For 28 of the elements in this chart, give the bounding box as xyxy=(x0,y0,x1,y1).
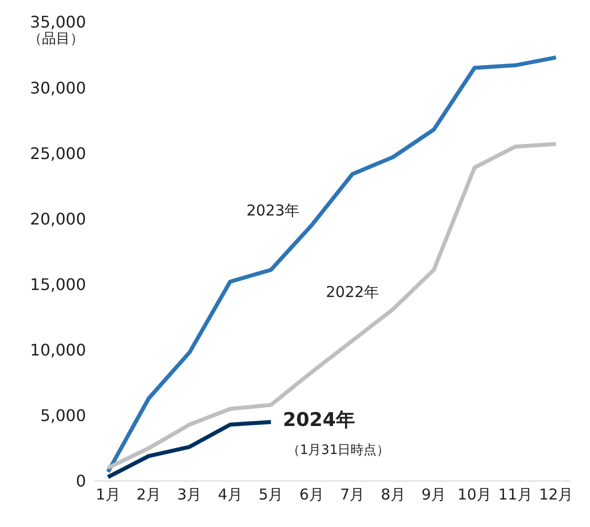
y-tick-label: 0 xyxy=(76,472,86,491)
y-tick-label: 35,000 xyxy=(30,12,86,32)
annotation: （1月31日時点） xyxy=(286,442,390,458)
series-label: 2022年 xyxy=(326,283,380,302)
x-tick-label: 3月 xyxy=(177,486,202,504)
y-tick-label: 15,000 xyxy=(30,274,86,294)
y-tick-label: 20,000 xyxy=(30,209,86,228)
series-label: 2023年 xyxy=(246,201,300,220)
x-tick-label: 1月 xyxy=(96,486,120,504)
y-tick-label: 30,000 xyxy=(30,78,86,98)
y-tick-label: 10,000 xyxy=(30,340,86,360)
x-tick-label: 12月 xyxy=(538,486,574,504)
x-tick-label: 5月 xyxy=(258,486,284,504)
y-tick-label: 5,000 xyxy=(40,406,86,426)
series-label: 2024年 xyxy=(282,408,355,431)
y-tick-label: 25,000 xyxy=(30,144,86,163)
x-tick-label: 11月 xyxy=(498,486,532,504)
x-tick-label: 7月 xyxy=(340,486,365,504)
line-series xyxy=(106,142,558,470)
x-tick-label: 2月 xyxy=(136,486,161,504)
x-tick-label: 4月 xyxy=(218,486,242,504)
y-axis-title: （品目） xyxy=(28,30,84,48)
line-series xyxy=(106,55,558,474)
line-series xyxy=(106,420,273,480)
x-tick-label: 6月 xyxy=(299,486,324,504)
x-tick-label: 10月 xyxy=(458,486,492,504)
x-tick-label: 8月 xyxy=(380,486,406,504)
x-tick-label: 9月 xyxy=(422,486,446,504)
